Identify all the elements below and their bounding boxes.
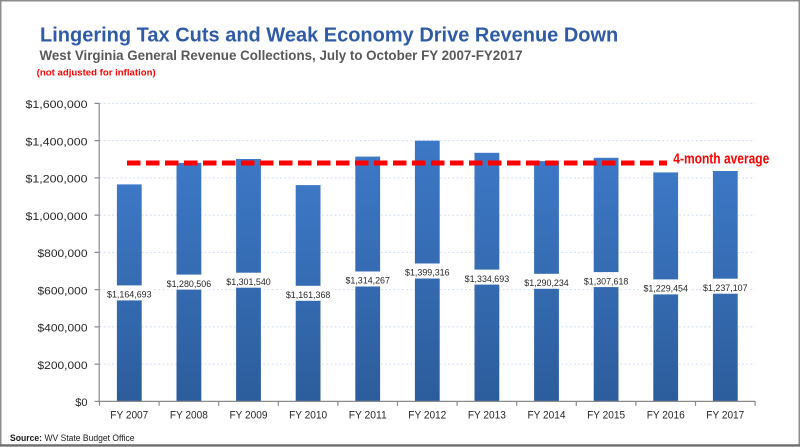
svg-text:FY 2015: FY 2015 (587, 410, 625, 422)
svg-text:$1,314,267: $1,314,267 (345, 276, 390, 287)
svg-text:$1,000,000: $1,000,000 (26, 211, 88, 223)
svg-text:Source:: Source: (10, 433, 42, 443)
svg-text:$1,200,000: $1,200,000 (26, 174, 88, 186)
svg-text:$1,307,618: $1,307,618 (584, 276, 629, 287)
svg-text:$1,161,368: $1,161,368 (286, 290, 331, 301)
svg-text:$200,000: $200,000 (38, 360, 88, 372)
svg-text:$1,237,107: $1,237,107 (703, 283, 748, 294)
svg-text:$1,229,454: $1,229,454 (643, 284, 688, 295)
svg-text:FY 2014: FY 2014 (528, 410, 566, 422)
svg-text:$0: $0 (75, 397, 87, 409)
svg-text:$1,600,000: $1,600,000 (26, 99, 88, 111)
svg-text:$1,334,693: $1,334,693 (465, 274, 510, 285)
svg-text:FY 2008: FY 2008 (170, 410, 208, 422)
svg-text:West Virginia General Revenue: West Virginia General Revenue Collection… (40, 47, 523, 63)
svg-text:$1,280,506: $1,280,506 (167, 279, 212, 290)
svg-text:FY 2013: FY 2013 (468, 410, 506, 422)
svg-text:$1,290,234: $1,290,234 (524, 278, 569, 289)
svg-text:FY 2012: FY 2012 (408, 410, 446, 422)
svg-text:$1,301,540: $1,301,540 (226, 277, 271, 288)
svg-text:$1,164,693: $1,164,693 (107, 290, 152, 301)
svg-text:$800,000: $800,000 (38, 248, 88, 260)
svg-text:FY 2010: FY 2010 (289, 410, 327, 422)
svg-text:FY 2011: FY 2011 (349, 410, 387, 422)
svg-text:$1,399,316: $1,399,316 (405, 268, 450, 279)
svg-text:(not adjusted for inflation): (not adjusted for inflation) (37, 67, 156, 78)
svg-text:$600,000: $600,000 (38, 285, 88, 297)
svg-text:FY 2016: FY 2016 (647, 410, 685, 422)
svg-text:FY 2009: FY 2009 (230, 410, 268, 422)
svg-text:FY 2017: FY 2017 (706, 410, 744, 422)
svg-text:WV State Budget Office: WV State Budget Office (45, 433, 135, 443)
svg-text:4-month average: 4-month average (673, 150, 769, 167)
svg-text:FY 2007: FY 2007 (110, 410, 148, 422)
svg-text:Lingering Tax Cuts and Weak Ec: Lingering Tax Cuts and Weak Economy Driv… (40, 24, 618, 46)
svg-text:$400,000: $400,000 (38, 323, 88, 335)
svg-text:$1,400,000: $1,400,000 (26, 136, 88, 148)
